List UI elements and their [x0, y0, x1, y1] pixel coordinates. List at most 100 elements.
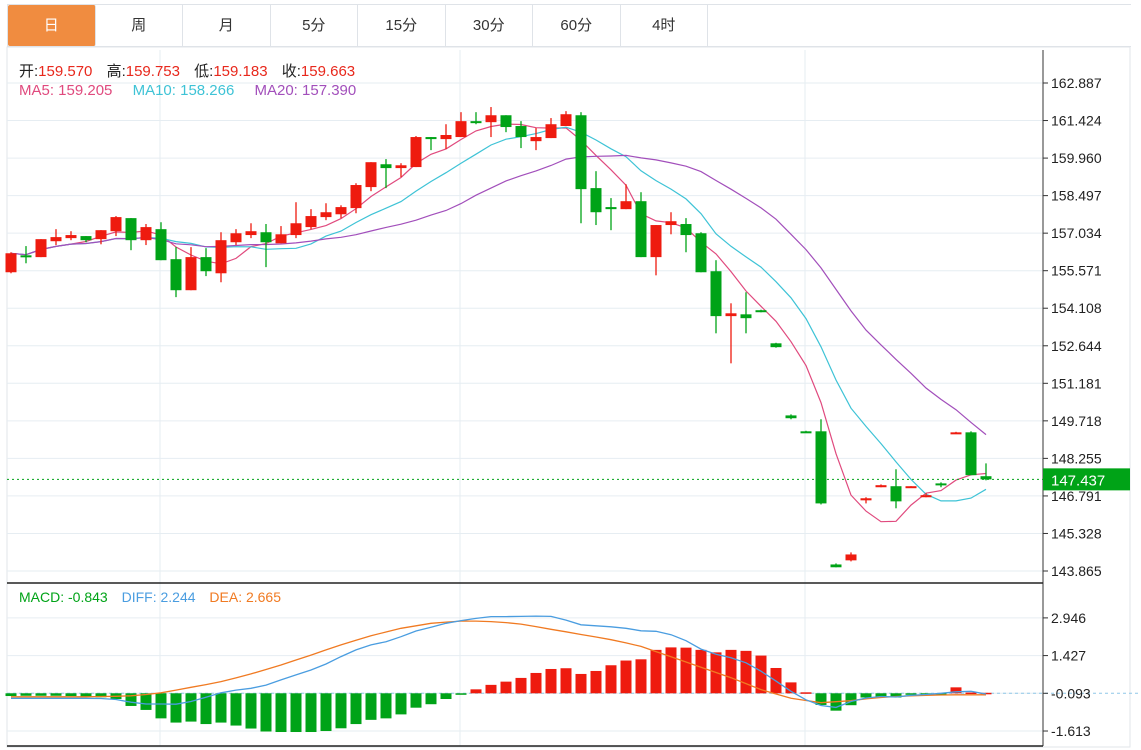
candle — [275, 226, 287, 244]
macd-histogram-bar — [440, 693, 452, 700]
candle — [95, 230, 107, 245]
macd-histogram-bar — [650, 649, 662, 694]
candle-body — [80, 236, 92, 241]
tab-60min[interactable]: 60分 — [533, 5, 621, 46]
candle — [650, 225, 662, 276]
macd-histogram-bar — [815, 693, 827, 705]
tab-4hour[interactable]: 4时 — [621, 5, 708, 46]
candle — [635, 192, 647, 258]
macd-histogram-bar — [530, 672, 542, 694]
chart-frame — [6, 46, 1131, 748]
macd-histogram-bar — [800, 692, 812, 694]
candle-body — [890, 486, 902, 502]
tab-5min[interactable]: 5分 — [271, 5, 358, 46]
candle-body — [920, 495, 932, 498]
candle — [515, 121, 527, 149]
open-value: 159.570 — [38, 63, 93, 80]
low-label: 低: — [194, 63, 214, 80]
candle — [185, 247, 197, 291]
high-value: 159.753 — [125, 63, 180, 80]
candle-body — [935, 483, 947, 486]
macd-histogram-bar — [680, 647, 692, 694]
y-tick-label: 162.887 — [1051, 75, 1102, 91]
macd-histogram-bar — [50, 693, 62, 696]
candle — [485, 107, 497, 138]
macd-histogram-bar — [605, 665, 617, 694]
candle — [350, 183, 362, 214]
candle-body — [560, 114, 572, 127]
candle-body — [950, 432, 962, 435]
candle-body — [530, 137, 542, 142]
candle-body — [590, 188, 602, 213]
candle-body — [185, 257, 197, 291]
tab-day[interactable]: 日 — [8, 5, 96, 46]
candle — [425, 137, 437, 151]
candle-body — [50, 237, 62, 242]
macd-panel — [5, 615, 1141, 733]
macd-histogram-bar — [5, 693, 17, 697]
candle — [740, 292, 752, 334]
diff-line — [11, 615, 987, 709]
candle — [215, 232, 227, 283]
ma5-line — [10, 123, 987, 523]
open-label: 开: — [19, 63, 39, 80]
macd-y-tick-label: -1.613 — [1051, 723, 1091, 739]
candle-body — [320, 212, 332, 218]
macd-histogram-bar — [905, 693, 917, 695]
macd-histogram-bar — [170, 693, 182, 723]
candle — [65, 231, 77, 241]
candle-body — [980, 476, 992, 480]
candle-body — [755, 310, 767, 313]
y-tick-label: 161.424 — [1051, 113, 1102, 129]
tab-30min[interactable]: 30分 — [446, 5, 533, 46]
tab-week[interactable]: 周 — [96, 5, 183, 46]
candle-body — [485, 115, 497, 123]
macd-histogram-bar — [890, 693, 902, 698]
macd-histogram-bar — [950, 687, 962, 694]
macd-histogram-bar — [965, 692, 977, 695]
candle — [320, 203, 332, 221]
candle-body — [830, 564, 842, 568]
ma-legend: MA5: 159.205 MA10: 158.266 MA20: 157.390 — [19, 82, 366, 99]
period-tabs: 日 周 月 5分 15分 30分 60分 4时 — [7, 4, 1131, 47]
macd-y-tick-label: -0.093 — [1051, 685, 1091, 701]
macd-histogram-bar — [290, 693, 302, 733]
macd-histogram-bar — [755, 655, 767, 694]
candle-body — [875, 485, 887, 488]
candle-body — [245, 231, 257, 236]
candle-body — [605, 207, 617, 210]
candle-body — [545, 124, 557, 139]
candle-body — [455, 121, 467, 138]
candle — [20, 246, 32, 264]
candle-body — [740, 314, 752, 319]
y-tick-label: 152.644 — [1051, 338, 1102, 354]
candle — [800, 430, 812, 434]
candle — [110, 216, 122, 237]
y-tick-label: 155.571 — [1051, 263, 1102, 279]
candle-body — [500, 115, 512, 128]
candle — [665, 212, 677, 235]
candle — [365, 162, 377, 192]
ma20-legend: MA20: 157.390 — [254, 82, 357, 99]
macd-histogram-bar — [365, 693, 377, 720]
candle-body — [215, 240, 227, 274]
candle-body — [140, 227, 152, 241]
macd-histogram-bar — [575, 673, 587, 694]
candle — [125, 218, 137, 251]
macd-histogram-bar — [515, 677, 527, 694]
candle — [950, 431, 962, 435]
macd-histogram-bar — [785, 682, 797, 694]
candle — [470, 112, 482, 125]
macd-histogram-bar — [665, 647, 677, 694]
candle-body — [575, 115, 587, 190]
candle — [230, 229, 242, 246]
tab-month[interactable]: 月 — [183, 5, 271, 46]
macd-legend-value: MACD: -0.843 — [19, 589, 108, 605]
candle-body — [155, 229, 167, 261]
candle-body — [380, 164, 392, 169]
macd-histogram-bar — [725, 649, 737, 694]
tab-15min[interactable]: 15分 — [358, 5, 446, 46]
candle-body — [650, 225, 662, 258]
candle-body — [665, 221, 677, 226]
